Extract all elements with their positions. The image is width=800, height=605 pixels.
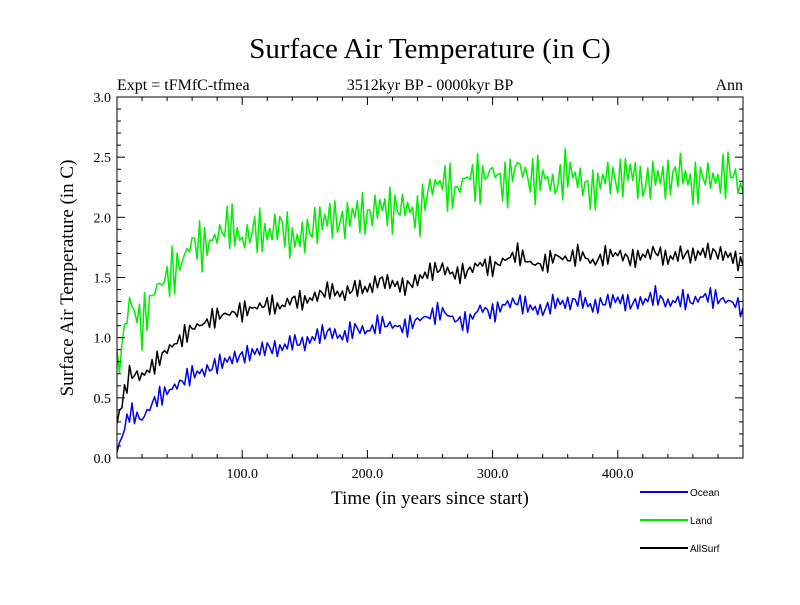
y-axis-label: Surface Air Temperature (in C) <box>57 160 78 397</box>
chart-subtitle: 3512kyr BP - 0000kyr BP <box>347 77 514 94</box>
legend-label-ocean: Ocean <box>690 488 719 499</box>
chart-title: Surface Air Temperature (in C) <box>249 33 610 65</box>
legend: Ocean Land AllSurf <box>640 488 720 555</box>
y-tick-label: 1.0 <box>94 332 112 347</box>
experiment-label: Expt = tFMfC-tfmea <box>117 77 250 94</box>
series-layer <box>117 148 743 453</box>
x-axis-label: Time (in years since start) <box>331 488 529 509</box>
legend-label-allsurf: AllSurf <box>690 544 720 555</box>
y-tick-label: 0.0 <box>94 452 112 467</box>
x-axis: 100.0 200.0 300.0 400.0 <box>141 97 719 482</box>
x-tick-label: 400.0 <box>602 467 634 482</box>
x-tick-label: 200.0 <box>352 467 384 482</box>
y-tick-label: 0.5 <box>94 392 112 407</box>
y-tick-label: 2.5 <box>94 151 112 166</box>
y-axis: 0.0 0.5 1.0 1.5 2.0 2.5 3.0 <box>94 91 743 467</box>
y-tick-label: 1.5 <box>94 272 112 287</box>
series-line-land <box>117 148 743 374</box>
period-label: Ann <box>715 77 743 94</box>
series-line-allsurf <box>117 242 743 424</box>
x-tick-label: 300.0 <box>477 467 509 482</box>
x-tick-label: 100.0 <box>226 467 258 482</box>
y-tick-label: 3.0 <box>94 91 112 106</box>
y-tick-label: 2.0 <box>94 211 112 226</box>
series-line-ocean <box>117 285 743 453</box>
legend-label-land: Land <box>690 516 712 527</box>
